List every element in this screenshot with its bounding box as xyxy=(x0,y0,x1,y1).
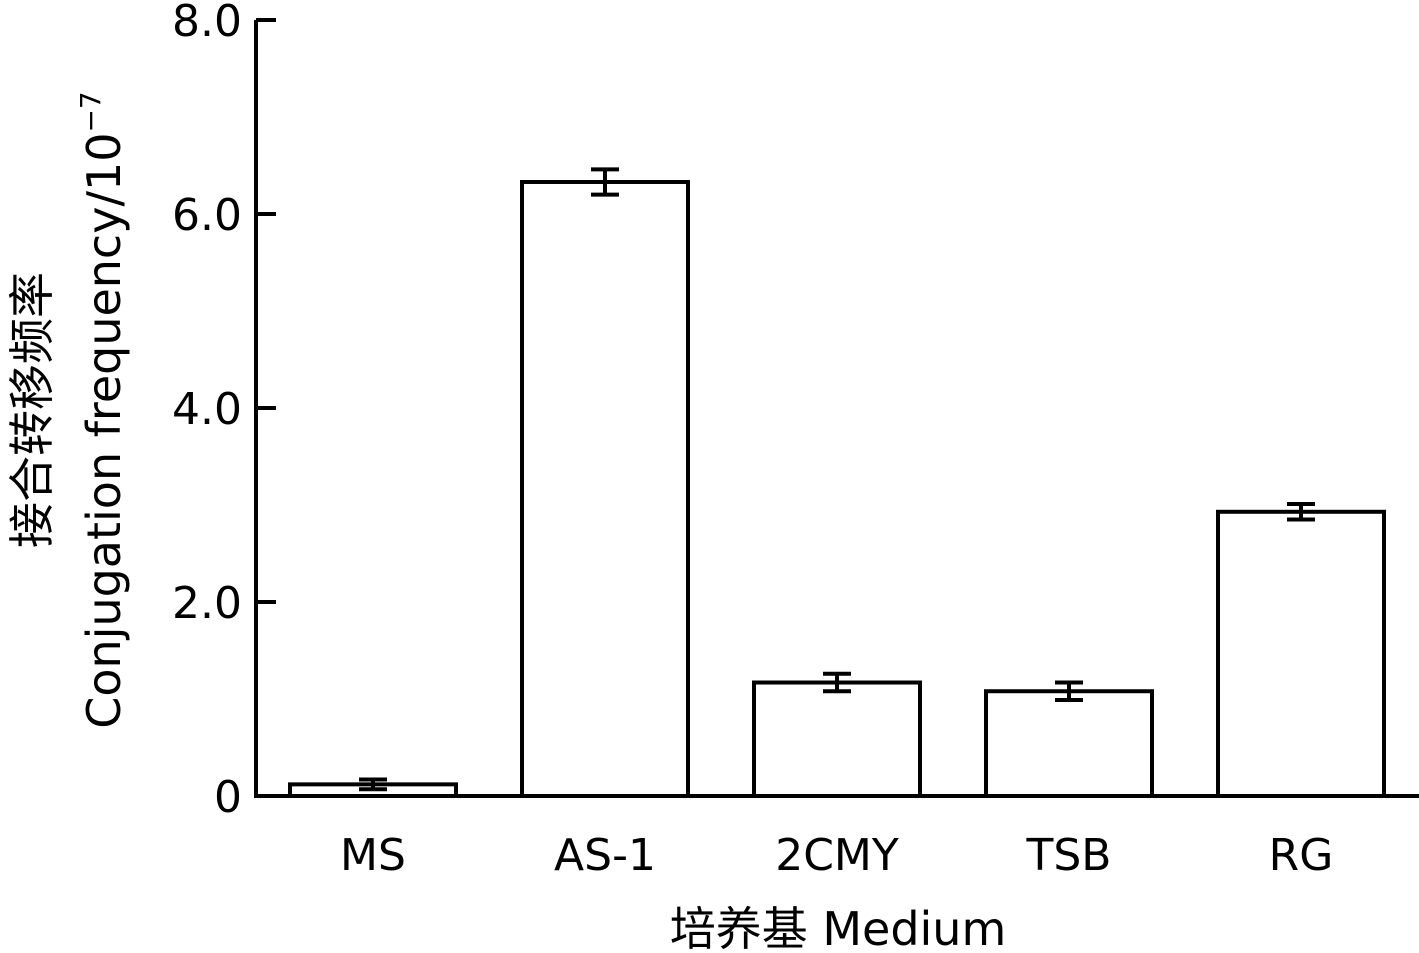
plot-area: 0 2.0 4.0 6.0 8.0 MS AS-1 2CMY TSB RG xyxy=(172,0,1419,881)
y-axis-title: 接合转移频率 Conjugation frequency/10−7 xyxy=(5,91,131,729)
y-axis-label-english-text: Conjugation frequency/10 xyxy=(77,133,131,729)
y-tick-label: 2.0 xyxy=(172,578,242,629)
bar xyxy=(984,689,1154,798)
y-tick-label: 8.0 xyxy=(172,0,242,47)
y-axis-label-english: Conjugation frequency/10−7 xyxy=(74,91,131,729)
x-tick-label: RG xyxy=(1269,830,1334,881)
y-axis-label-exponent: −7 xyxy=(74,91,107,132)
y-tick-label: 6.0 xyxy=(172,190,242,241)
x-tick-label: 2CMY xyxy=(775,830,899,881)
y-tick-label: 4.0 xyxy=(172,384,242,435)
x-tick-label: AS-1 xyxy=(554,830,656,881)
x-tick-label: MS xyxy=(340,830,406,881)
y-tick-label: 0 xyxy=(214,772,242,823)
bar xyxy=(752,680,922,799)
x-tick-label: TSB xyxy=(1026,830,1112,881)
x-axis-title: 培养基 Medium xyxy=(670,902,1007,953)
bar xyxy=(520,179,690,799)
y-axis-label-chinese: 接合转移频率 xyxy=(5,272,59,548)
bar xyxy=(1216,509,1386,798)
